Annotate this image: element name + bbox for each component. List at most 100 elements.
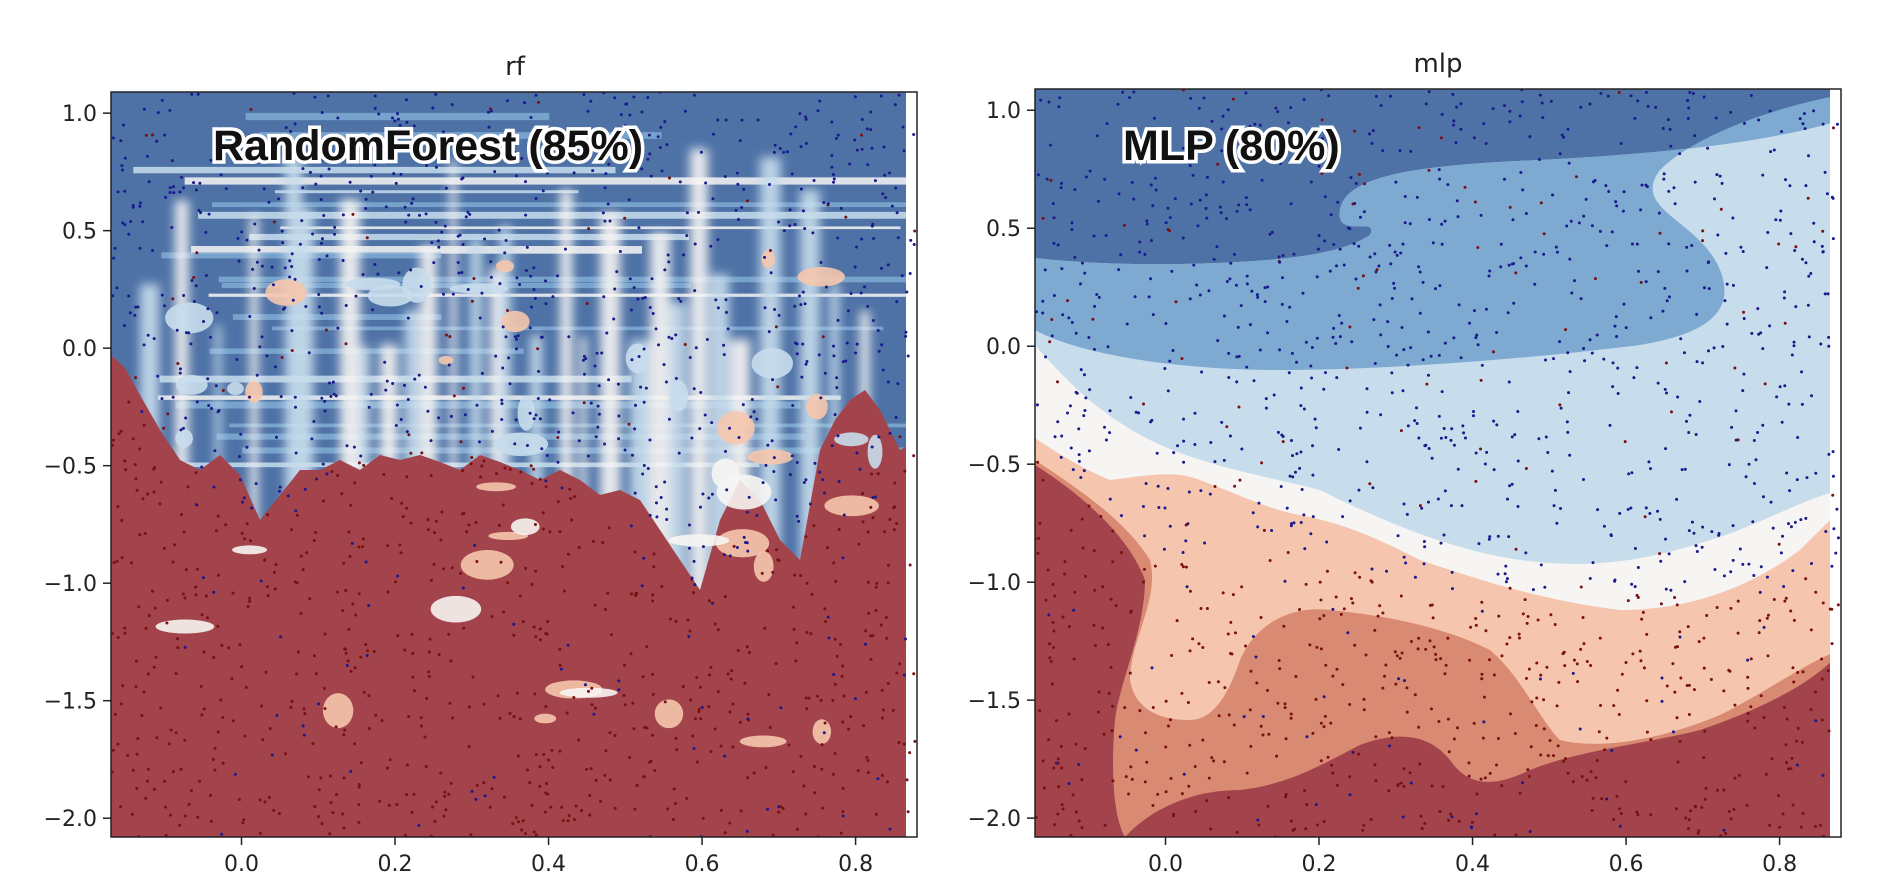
- scatter-point: [1379, 104, 1383, 108]
- scatter-point: [1696, 831, 1700, 835]
- scatter-point: [901, 125, 905, 129]
- scatter-point: [893, 505, 897, 509]
- scatter-point: [1066, 299, 1070, 303]
- scatter-point: [1510, 435, 1514, 439]
- scatter-point: [456, 234, 460, 238]
- scatter-point: [582, 354, 586, 358]
- scatter-point: [1205, 606, 1209, 610]
- scatter-point: [648, 152, 652, 156]
- mlp-scatter-points: [1035, 89, 1840, 837]
- scatter-point: [312, 539, 316, 543]
- scatter-point: [646, 95, 650, 99]
- scatter-point: [434, 165, 438, 169]
- scatter-point: [713, 727, 717, 731]
- scatter-point: [525, 768, 529, 772]
- scatter-point: [538, 627, 542, 631]
- scatter-point: [1295, 360, 1299, 364]
- scatter-point: [1111, 529, 1115, 533]
- scatter-point: [745, 510, 749, 514]
- scatter-point: [1734, 409, 1738, 413]
- scatter-point: [1422, 562, 1426, 566]
- scatter-point: [603, 773, 607, 777]
- scatter-point: [1644, 280, 1648, 284]
- scatter-point: [1562, 759, 1566, 763]
- scatter-point: [1559, 406, 1563, 410]
- rf-vertical-band: [560, 189, 573, 531]
- scatter-point: [1467, 774, 1471, 778]
- scatter-point: [1277, 658, 1281, 662]
- scatter-point: [243, 734, 247, 738]
- scatter-point: [699, 717, 703, 721]
- scatter-point: [1779, 209, 1783, 213]
- scatter-point: [135, 488, 139, 492]
- scatter-point: [1418, 762, 1422, 766]
- scatter-point: [1526, 615, 1530, 619]
- scatter-point: [551, 295, 555, 299]
- scatter-point: [1474, 623, 1478, 627]
- scatter-point: [1560, 133, 1564, 137]
- scatter-point: [1831, 450, 1835, 454]
- scatter-point: [152, 490, 156, 494]
- scatter-point: [1826, 669, 1830, 673]
- scatter-point: [146, 767, 150, 771]
- scatter-point: [432, 261, 436, 265]
- scatter-point: [516, 334, 520, 338]
- scatter-point: [1663, 537, 1667, 541]
- scatter-point: [135, 752, 139, 756]
- scatter-point: [1777, 242, 1781, 246]
- scatter-point: [1789, 767, 1793, 771]
- scatter-point: [570, 518, 574, 522]
- scatter-point: [1792, 340, 1796, 344]
- scatter-point: [1074, 390, 1078, 394]
- scatter-point: [301, 167, 305, 171]
- scatter-point: [216, 514, 220, 518]
- scatter-point: [373, 263, 377, 267]
- scatter-point: [1150, 666, 1154, 670]
- scatter-point: [1800, 402, 1804, 406]
- scatter-point: [219, 173, 223, 177]
- scatter-point: [558, 749, 562, 753]
- scatter-point: [1383, 674, 1387, 678]
- scatter-point: [1163, 367, 1167, 371]
- scatter-point: [835, 386, 839, 390]
- scatter-point: [344, 342, 348, 346]
- scatter-point: [1787, 522, 1791, 526]
- scatter-point: [361, 273, 365, 277]
- scatter-point: [245, 522, 249, 526]
- scatter-point: [884, 615, 888, 619]
- scatter-point: [1481, 736, 1485, 740]
- rf-blob: [402, 267, 432, 303]
- scatter-point: [1328, 269, 1332, 273]
- rf-blob: [460, 550, 514, 580]
- rf-scatter-points: [111, 92, 917, 837]
- scatter-point: [444, 333, 448, 337]
- scatter-point: [182, 530, 186, 534]
- scatter-point: [1644, 506, 1648, 510]
- scatter-point: [903, 469, 907, 473]
- scatter-point: [459, 440, 463, 444]
- scatter-point: [1697, 640, 1701, 644]
- scatter-point: [1692, 531, 1696, 535]
- scatter-point: [1120, 551, 1124, 555]
- scatter-point: [140, 410, 144, 414]
- scatter-point: [1181, 146, 1185, 150]
- scatter-point: [667, 260, 671, 264]
- scatter-point: [1323, 714, 1327, 718]
- scatter-point: [260, 704, 264, 708]
- rf-vertical-band: [470, 238, 482, 632]
- scatter-point: [512, 633, 516, 637]
- rf-blob: [245, 380, 263, 403]
- scatter-point: [187, 802, 191, 806]
- scatter-point: [354, 613, 358, 617]
- scatter-point: [417, 823, 421, 827]
- scatter-point: [1558, 152, 1562, 156]
- scatter-point: [1474, 451, 1478, 455]
- scatter-point: [1508, 484, 1512, 488]
- scatter-point: [799, 187, 803, 191]
- scatter-point: [1188, 649, 1192, 653]
- scatter-point: [1440, 390, 1444, 394]
- scatter-point: [1280, 276, 1284, 280]
- scatter-point: [199, 211, 203, 215]
- scatter-point: [520, 828, 524, 832]
- scatter-point: [514, 418, 518, 422]
